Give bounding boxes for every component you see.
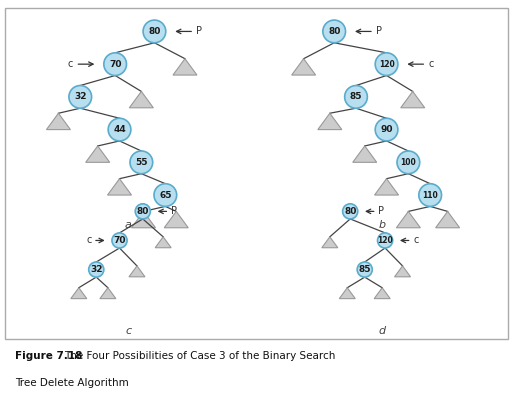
Polygon shape [164,211,188,228]
Circle shape [154,184,176,206]
Polygon shape [394,266,410,277]
Text: Tree Delete Algorithm: Tree Delete Algorithm [15,378,129,388]
Polygon shape [322,237,338,248]
Polygon shape [339,288,356,299]
Circle shape [375,118,398,141]
Circle shape [112,233,127,248]
Text: c: c [413,236,419,246]
Polygon shape [318,113,342,130]
Polygon shape [292,59,315,75]
Text: 70: 70 [109,60,122,69]
Polygon shape [401,91,425,108]
Text: P: P [196,26,202,36]
Text: 44: 44 [113,125,126,134]
Circle shape [69,86,92,108]
Text: c: c [125,326,131,337]
Text: 55: 55 [135,158,148,167]
Text: 110: 110 [422,191,438,200]
Text: 90: 90 [380,125,393,134]
Circle shape [375,53,398,76]
Polygon shape [374,288,390,299]
Polygon shape [374,179,399,195]
Text: c: c [428,59,434,69]
Circle shape [345,86,367,108]
Polygon shape [100,288,116,299]
Text: c: c [68,59,73,69]
Text: 65: 65 [159,191,171,200]
Text: 85: 85 [359,265,371,274]
Text: P: P [378,206,384,217]
Circle shape [143,20,166,43]
Text: b: b [379,220,386,230]
Circle shape [130,151,153,174]
Polygon shape [47,113,70,130]
Circle shape [135,204,150,219]
Circle shape [104,53,127,76]
Circle shape [89,262,104,277]
Text: 85: 85 [350,93,362,101]
Text: 32: 32 [90,265,103,274]
Circle shape [378,233,392,248]
Circle shape [343,204,358,219]
Text: Figure 7.18: Figure 7.18 [15,351,86,362]
Polygon shape [129,91,153,108]
Circle shape [323,20,346,43]
Text: 80: 80 [328,27,341,36]
Text: 70: 70 [113,236,126,245]
Text: The Four Possibilities of Case 3 of the Binary Search: The Four Possibilities of Case 3 of the … [64,351,336,362]
Text: 32: 32 [74,93,87,101]
Text: 120: 120 [379,60,394,69]
Text: 80: 80 [344,207,357,216]
Text: 120: 120 [377,236,393,245]
Polygon shape [436,211,460,228]
Circle shape [108,118,131,141]
Circle shape [397,151,420,174]
Polygon shape [173,59,197,75]
Polygon shape [131,211,155,228]
Polygon shape [155,237,171,248]
Polygon shape [129,266,145,277]
Polygon shape [353,146,377,162]
Text: 80: 80 [148,27,161,36]
Text: a: a [125,220,132,230]
Polygon shape [86,146,110,162]
Text: P: P [171,206,176,217]
Text: 80: 80 [136,207,149,216]
Polygon shape [108,179,131,195]
Polygon shape [71,288,87,299]
Text: d: d [379,326,386,337]
Text: P: P [376,26,382,36]
Text: c: c [86,236,92,246]
Polygon shape [397,211,420,228]
Circle shape [419,184,442,206]
Circle shape [357,262,372,277]
Text: 100: 100 [401,158,416,167]
